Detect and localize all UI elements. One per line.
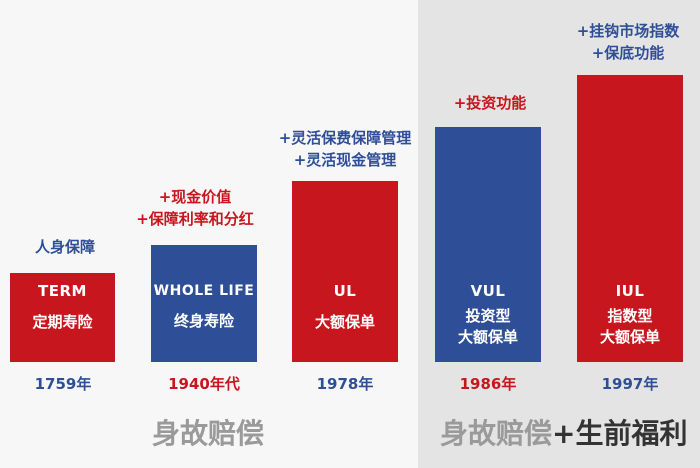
feature-text-vul: +投资功能 xyxy=(430,92,550,114)
bar-term: TERM 定期寿险 xyxy=(10,273,115,362)
feature-line: +投资功能 xyxy=(453,94,527,112)
feature-line: +挂钩市场指数 xyxy=(576,22,680,40)
product-name: 定期寿险 xyxy=(32,313,93,331)
bar-ul: UL 大额保单 xyxy=(292,181,398,362)
group-label-right: 身故赔偿+生前福利 xyxy=(440,412,687,452)
product-code: VUL xyxy=(470,282,506,300)
feature-text-whole-life: +现金价值 +保障利率和分红 xyxy=(120,186,270,230)
feature-line: +灵活现金管理 xyxy=(293,151,397,169)
year-term: 1759年 xyxy=(34,375,92,393)
product-name: 大额保单 xyxy=(314,313,375,331)
product-code: WHOLE LIFE xyxy=(153,283,255,299)
bar-whole-life: WHOLE LIFE 终身寿险 xyxy=(151,245,257,362)
feature-line: +现金价值 xyxy=(158,188,232,206)
bar-iul: IUL 指数型 大额保单 xyxy=(577,75,683,362)
feature-text-term: 人身保障 xyxy=(10,236,120,258)
year-ul: 1978年 xyxy=(316,375,374,393)
product-code: TERM xyxy=(38,282,87,300)
year-iul: 1997年 xyxy=(601,375,659,393)
product-name: 终身寿险 xyxy=(173,312,234,330)
product-code: UL xyxy=(333,282,357,300)
year-vul: 1986年 xyxy=(459,375,517,393)
product-name: 投资型 大额保单 xyxy=(457,307,518,346)
group-label-right-main: 身故赔偿 xyxy=(440,417,553,450)
feature-line: +保障利率和分红 xyxy=(136,210,254,228)
feature-line: +灵活保费保障管理 xyxy=(278,129,412,147)
feature-text-ul: +灵活保费保障管理 +灵活现金管理 xyxy=(250,127,440,171)
year-whole-life: 1940年代 xyxy=(168,375,240,393)
group-label-left: 身故赔偿 xyxy=(152,417,265,450)
feature-line: 人身保障 xyxy=(34,238,95,256)
bar-vul: VUL 投资型 大额保单 xyxy=(435,127,541,362)
feature-text-iul: +挂钩市场指数 +保底功能 xyxy=(553,20,700,64)
group-label-right-extra: +生前福利 xyxy=(552,417,688,450)
product-code: IUL xyxy=(615,282,645,300)
feature-line: +保底功能 xyxy=(591,44,665,62)
product-name: 指数型 大额保单 xyxy=(599,307,660,346)
